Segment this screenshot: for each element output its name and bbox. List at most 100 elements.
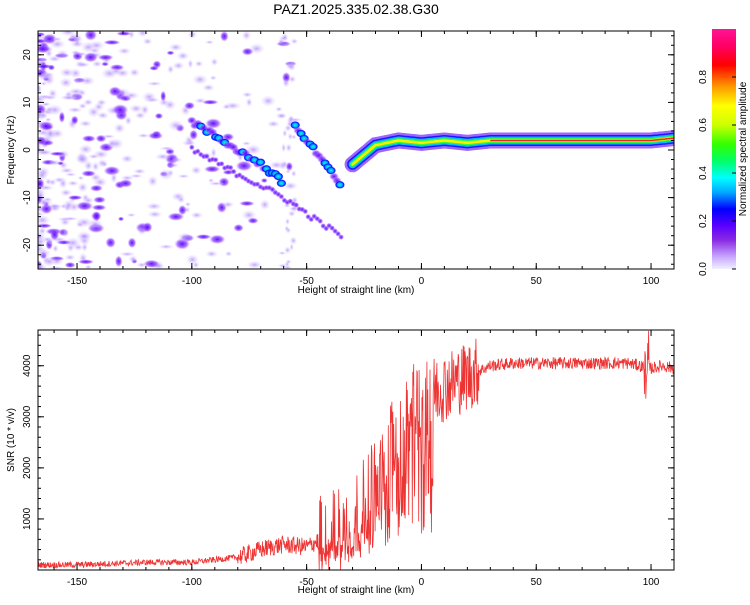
noise-blob — [114, 255, 123, 268]
noise-blob — [90, 211, 102, 221]
colorbar-tick-label: 0.6 — [698, 118, 709, 132]
noise-blob — [47, 237, 54, 246]
noise-blob — [241, 31, 252, 41]
noise-blob — [260, 178, 268, 183]
snr-ylabel: SNR (10 * v/v) — [6, 408, 17, 472]
noise-blob — [40, 101, 52, 107]
noise-blob — [190, 211, 204, 219]
noise-blob — [285, 143, 293, 153]
noise-blob — [190, 165, 202, 175]
noise-blob — [176, 51, 190, 61]
xtick-label: -150 — [67, 276, 87, 287]
ytick-label: 10 — [22, 96, 33, 108]
noise-blob — [207, 181, 225, 186]
noise-blob — [128, 31, 135, 40]
noise-blob — [113, 122, 126, 134]
noise-blob — [89, 184, 104, 192]
noise-blob — [178, 204, 187, 216]
ytick-label: 1000 — [22, 507, 33, 530]
noise-blob — [93, 196, 106, 204]
noise-blob — [209, 75, 217, 81]
noise-blob — [280, 42, 291, 47]
noise-blob — [259, 199, 271, 211]
noise-blob — [203, 165, 221, 173]
noise-blob — [204, 40, 215, 45]
noise-blob — [107, 139, 117, 149]
noise-blob — [167, 64, 175, 75]
noise-blob — [289, 236, 298, 246]
main-signal-core — [490, 137, 674, 142]
xtick-label: 0 — [419, 577, 425, 588]
main-signal-band — [344, 130, 674, 173]
noise-blob — [91, 161, 100, 172]
noise-blob — [290, 170, 297, 178]
noise-blob — [70, 115, 79, 125]
noise-blob — [282, 78, 290, 88]
noise-blob — [281, 32, 289, 43]
noise-blob — [167, 212, 185, 221]
noise-blob — [58, 77, 73, 89]
noise-blob — [112, 104, 129, 116]
noise-blob — [77, 182, 89, 193]
noise-blob — [79, 76, 96, 86]
noise-blob — [110, 172, 118, 184]
noise-blob — [247, 217, 259, 224]
noise-blob — [82, 98, 94, 107]
snr-xlabel: Height of straight line (km) — [298, 585, 415, 596]
noise-blob — [62, 199, 75, 212]
xtick-label: -50 — [299, 577, 314, 588]
noise-blob — [288, 115, 295, 123]
noise-blob — [59, 188, 73, 197]
noise-blob — [58, 177, 68, 190]
noise-blob — [163, 99, 177, 111]
xtick-label: 50 — [531, 577, 543, 588]
noise-blob — [96, 111, 110, 120]
noise-blob — [39, 112, 48, 119]
noise-blob — [59, 167, 75, 174]
noise-blob — [91, 204, 107, 211]
noise-blob — [61, 228, 70, 238]
noise-blob — [59, 67, 75, 78]
faint-track-point — [302, 208, 309, 215]
xtick-label: 0 — [419, 276, 425, 287]
xtick-label: 50 — [531, 276, 543, 287]
colorbar-tick-label: 0.2 — [698, 214, 709, 228]
faint-track-point — [188, 144, 195, 151]
noise-blob — [47, 64, 56, 71]
noise-blob — [233, 223, 244, 232]
noise-blob — [103, 165, 121, 176]
noise-blob — [219, 31, 229, 42]
noise-blob — [38, 211, 47, 217]
noise-blob — [281, 142, 287, 153]
noise-blob — [158, 146, 176, 151]
noise-blob — [87, 218, 104, 230]
noise-blob — [176, 174, 191, 179]
noise-blob — [167, 119, 185, 132]
noise-blob — [84, 264, 92, 269]
descending-track-2-point — [326, 166, 336, 175]
colorbar-ticks: 0.0 0.2 0.4 0.6 0.8 — [698, 70, 736, 276]
noise-blob — [184, 201, 192, 207]
noise-blob — [122, 91, 140, 100]
noise-blob — [127, 237, 137, 249]
noise-blob — [194, 97, 207, 104]
noise-blob — [38, 136, 47, 146]
faint-track-point — [338, 234, 345, 241]
colorbar: 0.0 0.2 0.4 0.6 0.8 Normalized spectral ampl… — [698, 29, 749, 276]
xtick-label: -100 — [182, 577, 202, 588]
noise-blob — [117, 216, 125, 222]
noise-blob — [147, 132, 164, 140]
noise-blob — [117, 47, 132, 55]
noise-blob — [77, 175, 85, 181]
noise-blob — [38, 94, 48, 104]
noise-blob — [176, 195, 186, 204]
noise-blob — [66, 180, 80, 187]
noise-blob — [82, 196, 95, 204]
snr-frame — [37, 329, 675, 571]
noise-blob — [78, 144, 94, 155]
noise-blob — [147, 175, 159, 187]
noise-blob — [93, 102, 105, 112]
noise-blob — [187, 31, 198, 39]
noise-blob — [177, 232, 193, 243]
noise-blob — [154, 112, 164, 120]
